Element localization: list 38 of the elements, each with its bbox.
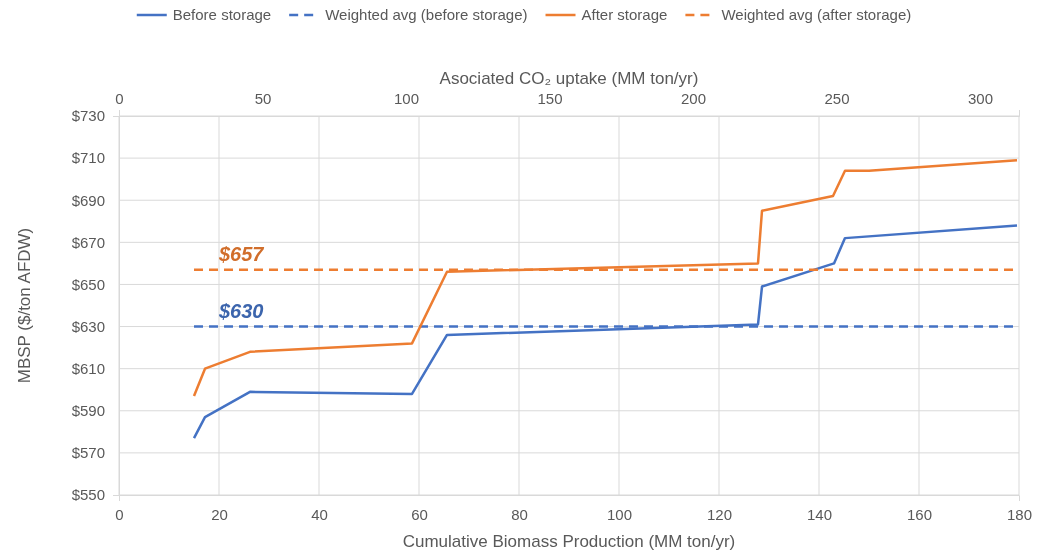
y-tick-label: $550 bbox=[71, 486, 105, 504]
x-tick-label: 120 bbox=[706, 505, 733, 523]
x2-axis-title: Asociated CO₂ uptake (MM ton/yr) bbox=[439, 69, 699, 88]
y-tick-label: $630 bbox=[71, 317, 105, 335]
y-tick-label: $590 bbox=[71, 402, 105, 420]
x-tick-label: 160 bbox=[906, 505, 933, 523]
x2-tick-label: 50 bbox=[254, 90, 272, 107]
line-series bbox=[192, 158, 1019, 398]
y-tick-label: $730 bbox=[71, 107, 105, 125]
x-axis-title: Cumulative Biomass Production (MM ton/yr) bbox=[402, 532, 736, 551]
legend-label: Before storage bbox=[172, 6, 272, 23]
x2-tick-label: 100 bbox=[393, 90, 420, 107]
y-tick-label: $610 bbox=[71, 359, 105, 377]
x2-tick-label: 300 bbox=[967, 90, 993, 107]
x-tick-label: 180 bbox=[1006, 505, 1033, 523]
x2-tick-label: 150 bbox=[537, 90, 563, 107]
x-tick-label: 80 bbox=[511, 505, 528, 523]
y-tick-label: $670 bbox=[71, 233, 105, 251]
y-tick-label: $650 bbox=[71, 275, 105, 293]
legend-label: Weighted avg (before storage) bbox=[325, 6, 528, 23]
y-tick-label: $570 bbox=[71, 444, 105, 462]
annotation: $657 bbox=[218, 242, 265, 265]
line-series bbox=[192, 224, 1019, 440]
x-tick-label: 140 bbox=[806, 505, 833, 523]
x2-tick-label: 200 bbox=[680, 90, 706, 107]
y-tick-label: $710 bbox=[71, 149, 105, 167]
legend-label: Weighted avg (after storage) bbox=[721, 6, 912, 23]
y-axis-title: MBSP ($/ton AFDW) bbox=[15, 227, 34, 384]
annotation: $630 bbox=[218, 299, 264, 322]
x2-tick-label: 0 bbox=[115, 90, 124, 107]
x-tick-label: 20 bbox=[211, 505, 228, 523]
x2-tick-label: 250 bbox=[824, 90, 850, 107]
y-tick-label: $690 bbox=[71, 191, 105, 209]
x-tick-label: 0 bbox=[115, 505, 124, 523]
x-tick-label: 100 bbox=[606, 505, 633, 523]
legend-label: After storage bbox=[581, 6, 668, 23]
x-tick-label: 60 bbox=[411, 505, 428, 523]
x-tick-label: 40 bbox=[311, 505, 328, 523]
